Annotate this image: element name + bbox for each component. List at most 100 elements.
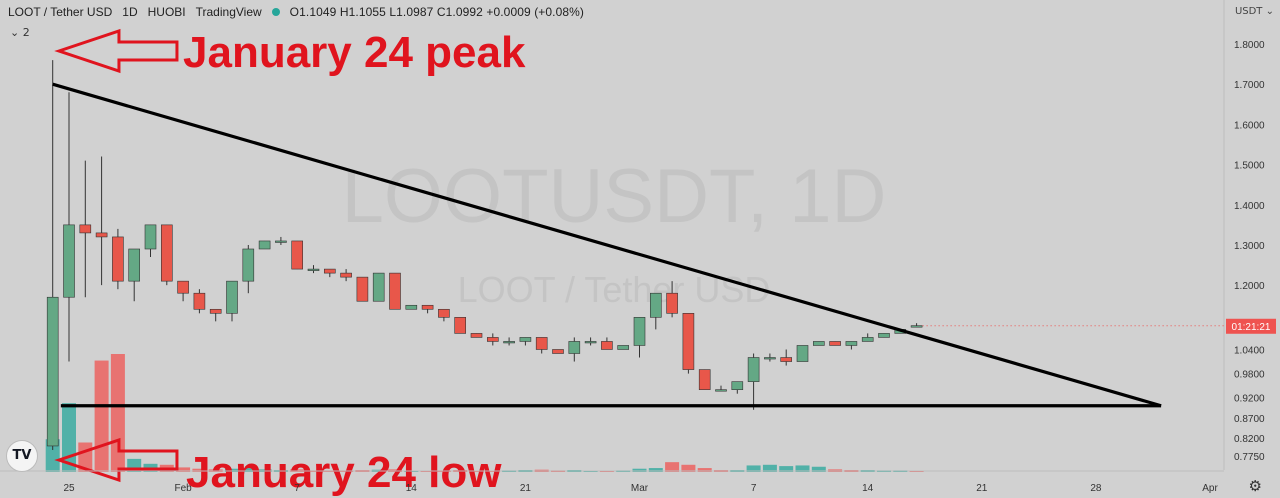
candle-body bbox=[780, 357, 793, 362]
x-tick-label: Feb bbox=[174, 483, 192, 494]
source-label: TradingView bbox=[195, 5, 262, 19]
candle-body bbox=[486, 337, 499, 342]
candle-body bbox=[291, 240, 304, 270]
candle-body bbox=[552, 349, 564, 354]
candle-body bbox=[698, 369, 711, 390]
indicator-count: 2 bbox=[22, 26, 30, 39]
y-tick-label: 0.7750 bbox=[1234, 452, 1265, 463]
candle-body bbox=[421, 304, 434, 310]
candle-body bbox=[878, 333, 890, 338]
candle-body bbox=[307, 268, 320, 271]
candle-body bbox=[649, 292, 662, 318]
candle-body bbox=[470, 333, 483, 338]
volume-bar bbox=[192, 468, 207, 472]
y-tick-label: 0.9200 bbox=[1234, 394, 1265, 405]
peak-arrow bbox=[54, 28, 179, 74]
x-tick-label: 7 bbox=[294, 483, 300, 494]
watermark: LOOTUSDT, 1D LOOT / Tether USD bbox=[342, 154, 887, 310]
low-arrow bbox=[54, 437, 179, 483]
y-tick-label: 0.8200 bbox=[1234, 434, 1265, 445]
interval-label[interactable]: 1D bbox=[122, 5, 138, 19]
candle-body bbox=[128, 248, 140, 282]
candle-body bbox=[861, 337, 874, 342]
candle-body bbox=[633, 317, 646, 346]
low-annotation-label: January 24 low bbox=[186, 448, 502, 497]
peak-annotation-label: January 24 peak bbox=[183, 28, 526, 77]
settings-gear-icon[interactable]: ⚙ bbox=[1248, 477, 1262, 495]
volume-bar bbox=[110, 354, 125, 472]
candle-body bbox=[812, 341, 825, 346]
exchange-label: HUOBI bbox=[147, 5, 186, 19]
candle-body bbox=[242, 248, 255, 282]
candle-body bbox=[226, 280, 238, 314]
volume-bar bbox=[665, 462, 680, 472]
candle-body bbox=[372, 272, 385, 302]
candle-body bbox=[209, 308, 222, 314]
candle-body bbox=[79, 224, 92, 234]
candle-body bbox=[323, 268, 336, 274]
ohlc-values: O1.1049 H1.1055 L1.0987 C1.0992 +0.0009 … bbox=[289, 5, 585, 19]
currency-label: USDT bbox=[1234, 6, 1263, 17]
market-status-icon bbox=[271, 8, 280, 16]
collapse-indicators-button[interactable]: ⌄ 2 bbox=[10, 26, 30, 39]
candle-body bbox=[829, 341, 841, 346]
candle-body bbox=[144, 224, 157, 250]
candle-body bbox=[503, 341, 515, 344]
price-axis[interactable]: 1.8000 1.7000 1.6000 1.5000 1.4000 1.3000 1.20… bbox=[1223, 0, 1280, 470]
symbol-name[interactable]: LOOT / Tether USD bbox=[8, 5, 113, 19]
candle-body bbox=[845, 341, 858, 346]
candle-body bbox=[535, 337, 548, 350]
volume-bar bbox=[648, 468, 663, 472]
candle-body bbox=[46, 296, 59, 447]
volume-bar bbox=[795, 465, 810, 472]
x-tick-label: Apr bbox=[1202, 483, 1218, 494]
volume-bar bbox=[762, 464, 777, 472]
current-price-tag: 01:21:21 bbox=[1226, 318, 1276, 334]
watermark-subtitle: LOOT / Tether USD bbox=[458, 269, 771, 310]
x-tick-label: 25 bbox=[63, 483, 75, 494]
y-tick-label: 1.6000 bbox=[1234, 120, 1265, 131]
annotations: January 24 peak January 24 low bbox=[54, 28, 526, 497]
candle-body bbox=[356, 276, 369, 302]
candle-body bbox=[438, 308, 450, 318]
current-price-label: 01:21:21 bbox=[1232, 322, 1271, 333]
candle-body bbox=[95, 232, 108, 238]
volume-bar bbox=[225, 468, 239, 472]
y-tick-label: 1.2000 bbox=[1234, 281, 1265, 292]
volume-bar bbox=[241, 468, 256, 472]
x-tick-label: 28 bbox=[1090, 483, 1102, 494]
volume-bar bbox=[176, 467, 191, 472]
candle-body bbox=[454, 317, 467, 334]
volume-bar bbox=[94, 360, 109, 472]
watermark-title: LOOTUSDT, 1D bbox=[342, 154, 887, 239]
y-tick-label: 1.8000 bbox=[1234, 40, 1265, 51]
y-tick-label: 1.4000 bbox=[1234, 201, 1265, 212]
candle-body bbox=[764, 357, 776, 360]
volume-bar bbox=[746, 465, 761, 472]
volume-bar bbox=[779, 466, 794, 472]
y-tick-label: 0.8700 bbox=[1234, 414, 1265, 425]
descending-resistance bbox=[52, 82, 1162, 408]
candle-body bbox=[666, 292, 678, 314]
candlestick-series bbox=[46, 60, 1224, 450]
tradingview-logo[interactable]: TV bbox=[6, 440, 38, 472]
candle-body bbox=[796, 345, 809, 362]
candle-body bbox=[601, 341, 613, 350]
volume-bar bbox=[681, 464, 696, 472]
x-tick-label: 14 bbox=[862, 483, 874, 494]
x-tick-label: 21 bbox=[976, 483, 988, 494]
candle-body bbox=[193, 292, 206, 310]
time-axis[interactable]: 25Feb71421Mar7142128Apr1 bbox=[0, 470, 1280, 494]
chevron-down-icon: ⌄ bbox=[1265, 6, 1274, 17]
volume-bar bbox=[45, 439, 60, 472]
candle-body bbox=[731, 381, 744, 390]
candle-body bbox=[258, 240, 271, 250]
candle-body bbox=[112, 236, 124, 282]
x-tick-label: 21 bbox=[520, 483, 532, 494]
candle-body bbox=[682, 313, 695, 370]
trendlines bbox=[52, 82, 1162, 408]
volume-bar bbox=[811, 466, 826, 472]
currency-selector[interactable]: USDT ⌄ bbox=[1235, 6, 1274, 17]
candle-body bbox=[275, 240, 287, 243]
